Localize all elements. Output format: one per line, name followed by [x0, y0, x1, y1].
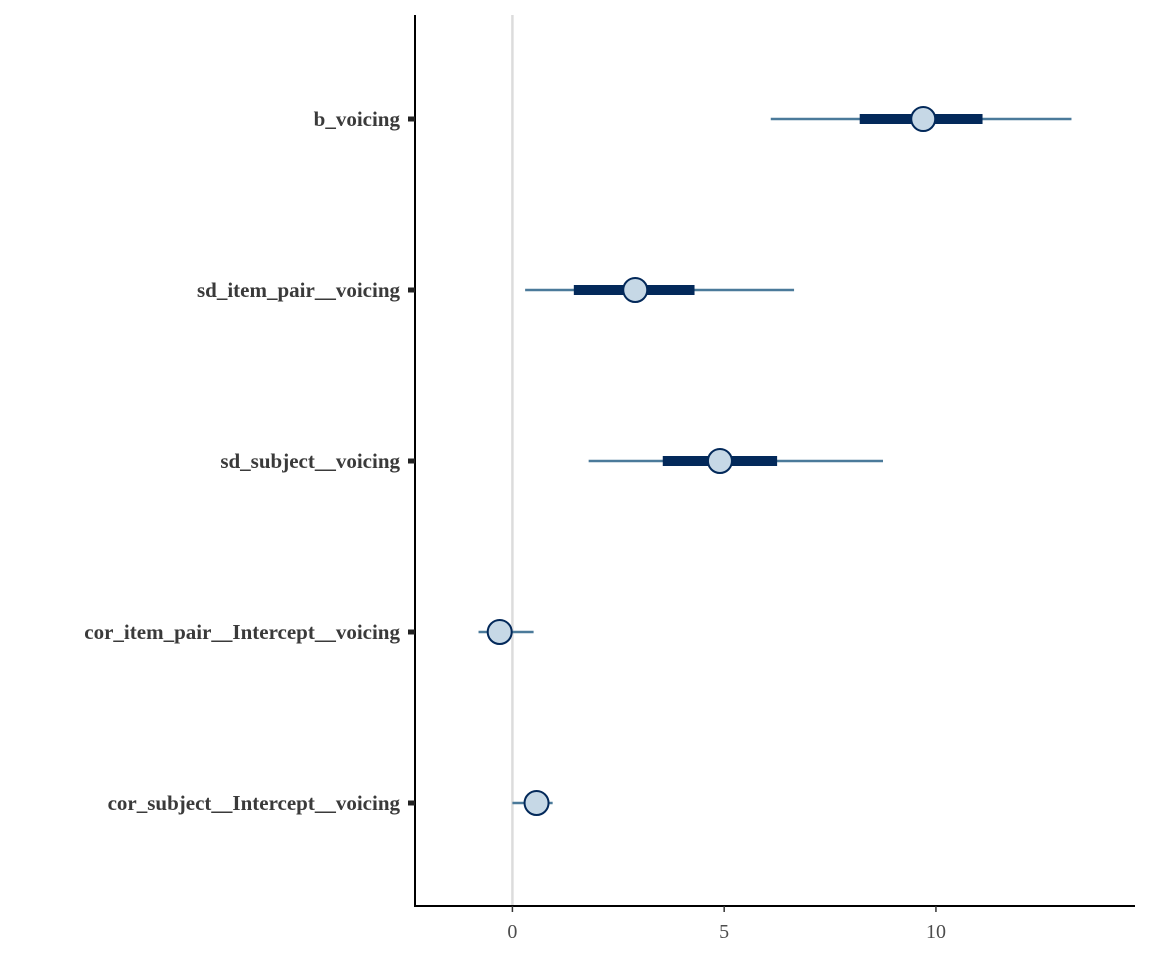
x-tick-label-10: 10 — [926, 921, 946, 943]
y-tick-label-b-voicing: b_voicing — [314, 107, 401, 131]
point-estimate-b-voicing — [910, 106, 937, 132]
y-tick-label-sd-subject-voicing: sd_subject__voicing — [220, 449, 400, 473]
x-tick-label-0: 0 — [507, 921, 517, 943]
y-tick-label-cor-item-pair-intercept-voicing: cor_item_pair__Intercept__voicing — [84, 620, 400, 644]
point-estimate-sd-subject-voicing — [706, 448, 733, 474]
y-tick-label-sd-item-pair-voicing: sd_item_pair__voicing — [197, 278, 400, 302]
y-tick-label-cor-subject-intercept-voicing: cor_subject__Intercept__voicing — [108, 791, 401, 815]
x-tick-label-5: 5 — [719, 921, 729, 943]
point-estimate-sd-item-pair-voicing — [622, 277, 649, 303]
point-estimate-cor-subject-intercept-voicing — [523, 790, 550, 816]
point-estimate-cor-item-pair-intercept-voicing — [486, 619, 513, 645]
